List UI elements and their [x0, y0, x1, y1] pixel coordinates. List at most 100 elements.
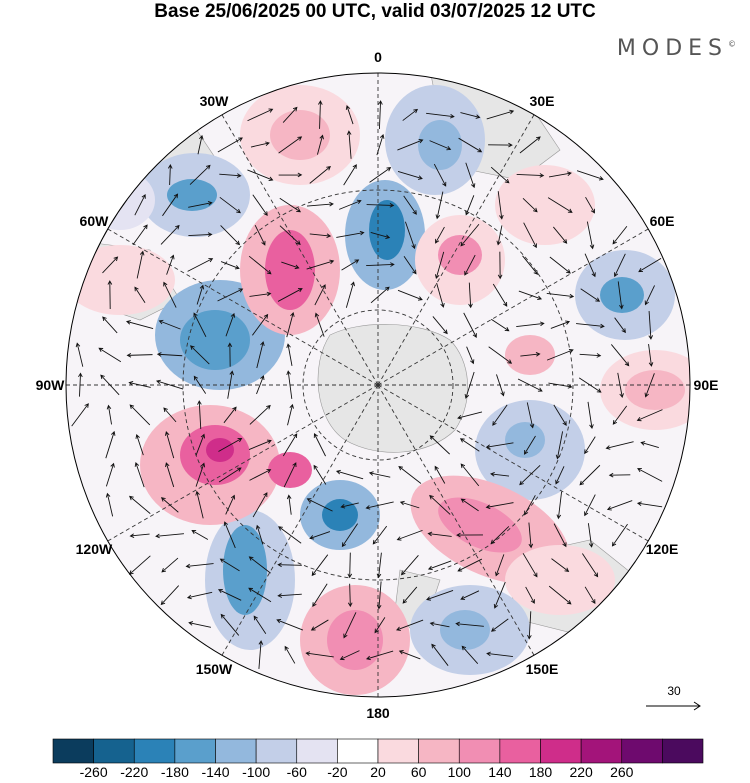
wind-vector: [249, 404, 271, 425]
wind-vector: [376, 133, 385, 156]
wind-vector: [434, 465, 446, 484]
wind-vector: [278, 136, 303, 154]
meridian-line: [377, 384, 535, 656]
wind-vector: [248, 255, 272, 275]
wind-vector: [374, 617, 386, 634]
wind-vector: [555, 431, 564, 460]
wind-vector: [163, 281, 177, 308]
colorbar-tick-label: 180: [528, 764, 553, 780]
wind-vector: [71, 403, 89, 427]
wind-vector: [252, 194, 268, 217]
wind-vector: [617, 372, 624, 399]
wind-vector: [365, 650, 394, 661]
wind-vector: [282, 433, 298, 457]
wind-vector: [218, 437, 243, 452]
wind-vector: [155, 533, 184, 539]
longitude-label: 30E: [530, 93, 555, 109]
wind-vector: [547, 197, 573, 213]
wind-vector: [434, 251, 445, 280]
wind-vector: [163, 407, 177, 423]
colorbar-swatch: [337, 738, 379, 764]
longitude-label: 150W: [196, 661, 233, 677]
wind-vector: [279, 225, 301, 245]
wind-vector: [585, 196, 595, 214]
wind-vector: [429, 621, 450, 628]
wind-vector: [525, 586, 535, 604]
wind-vector: [402, 586, 418, 604]
wind-vector: [256, 341, 265, 369]
wind-vector: [190, 345, 210, 365]
wind-vector: [522, 197, 538, 213]
wind-vector: [460, 463, 480, 487]
wind-vector: [519, 136, 541, 154]
wind-vector: [155, 379, 184, 390]
wind-vector: [528, 522, 534, 549]
wind-vector: [217, 589, 242, 601]
wind-vector: [427, 531, 452, 537]
wind-vector: [497, 191, 504, 220]
wind-vector: [254, 224, 266, 246]
wind-vector: [220, 261, 240, 270]
wind-vector: [376, 581, 382, 610]
colorbar-tick-label: 20: [370, 764, 386, 780]
wind-vector: [284, 645, 296, 664]
wind-vector: [458, 137, 483, 153]
wind-vector: [605, 441, 634, 450]
wind-vector: [306, 201, 334, 207]
wind-vector: [335, 469, 364, 480]
wind-vector: [455, 621, 484, 627]
colorbar-tick-label: -260: [79, 764, 108, 780]
wind-vector: [217, 137, 243, 153]
wind-vector: [129, 533, 150, 538]
wind-vector: [225, 312, 236, 337]
wind-vector: [189, 164, 211, 185]
wind-vector: [400, 554, 419, 576]
wind-vector: [316, 134, 324, 155]
colorbar-swatch: [296, 738, 338, 764]
wind-vector: [520, 352, 541, 357]
wind-vector: [165, 462, 175, 488]
wind-vector: [366, 203, 395, 208]
wind-vector: [75, 342, 84, 367]
wind-vector: [193, 375, 207, 394]
wind-vector: [457, 558, 483, 572]
longitude-label: 60W: [80, 213, 110, 229]
wind-vector: [610, 344, 630, 367]
colorbar-swatch: [174, 738, 216, 764]
wind-vector: [310, 619, 329, 631]
wind-vector: [100, 374, 120, 396]
wind-vector: [576, 323, 605, 329]
wind-vector: [258, 640, 264, 669]
wind-vector: [488, 142, 513, 148]
colorbar-swatch: [499, 738, 541, 764]
wind-vector: [617, 281, 624, 310]
longitude-label: 180: [366, 705, 390, 721]
wind-vector: [495, 554, 505, 577]
wind-vector: [496, 225, 503, 246]
wind-vector: [370, 231, 391, 239]
wind-vector: [551, 558, 570, 572]
wind-vector: [156, 352, 183, 357]
colorbar-swatch: [255, 738, 298, 764]
wind-vector: [278, 172, 303, 178]
wind-vector: [396, 619, 424, 631]
wind-vector: [429, 435, 450, 455]
wind-vector: [128, 381, 151, 388]
wind-vector: [129, 495, 151, 514]
wind-vector: [429, 494, 451, 515]
wind-vector: [463, 312, 477, 338]
wind-vector: [488, 346, 513, 364]
reference-vector-arrow: [646, 701, 701, 711]
wind-vector: [608, 472, 631, 478]
colorbar-tick-label: -100: [242, 764, 271, 780]
wind-vector: [378, 100, 383, 130]
wind-vector: [248, 439, 272, 450]
wind-vector: [309, 531, 331, 540]
wind-vector: [372, 525, 388, 545]
wind-vector: [461, 645, 479, 665]
brand-logo: MODES©: [616, 36, 736, 61]
wind-vector: [519, 465, 541, 486]
wind-vector: [248, 556, 271, 574]
wind-vector: [220, 613, 240, 636]
wind-vector: [456, 532, 483, 538]
